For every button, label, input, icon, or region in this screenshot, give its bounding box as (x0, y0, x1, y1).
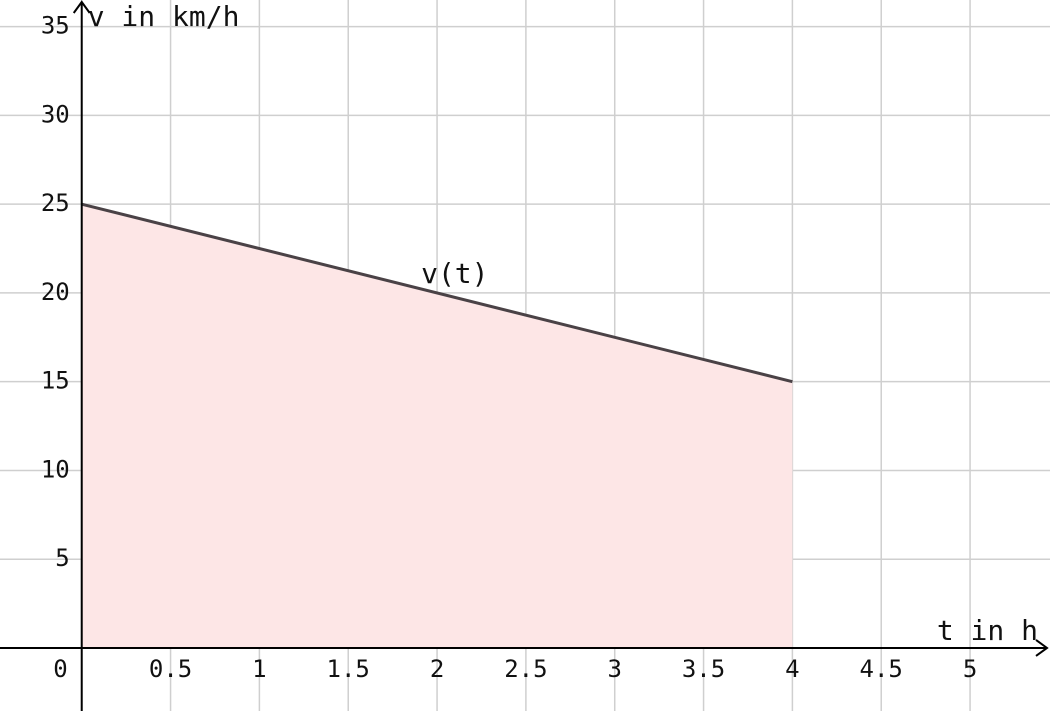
y-tick-label: 20 (41, 278, 70, 306)
x-axis (0, 639, 1049, 657)
area (81, 204, 793, 648)
x-tick-label: 0 (53, 655, 67, 683)
y-tick-label: 5 (55, 544, 69, 572)
y-tick-label: 35 (41, 12, 70, 40)
y-axis-label: v in km/h (88, 0, 240, 33)
x-tick-label: 4.5 (860, 655, 903, 683)
x-tick-label: 3 (607, 655, 621, 683)
annotation: v(t) (421, 257, 488, 290)
x-tick-label: 2 (430, 655, 444, 683)
plot (81, 202, 793, 648)
x-tick-label: 0.5 (149, 655, 192, 683)
x-tick-label: 4 (785, 655, 799, 683)
x-tick-label: 5 (963, 655, 977, 683)
y-tick-label: 30 (41, 100, 70, 128)
x-tick-label: 2.5 (504, 655, 547, 683)
y-tick-label: 15 (41, 367, 70, 395)
y-axis (72, 0, 91, 711)
y-tick-label: 10 (41, 455, 70, 483)
x-tick-label: 1 (252, 655, 266, 683)
y-tick-label: 25 (41, 189, 70, 217)
line (81, 202, 793, 384)
x-tick-label: 1.5 (327, 655, 370, 683)
x-axis-label: t in h (937, 614, 1038, 647)
x-tick-label: 3.5 (682, 655, 725, 683)
